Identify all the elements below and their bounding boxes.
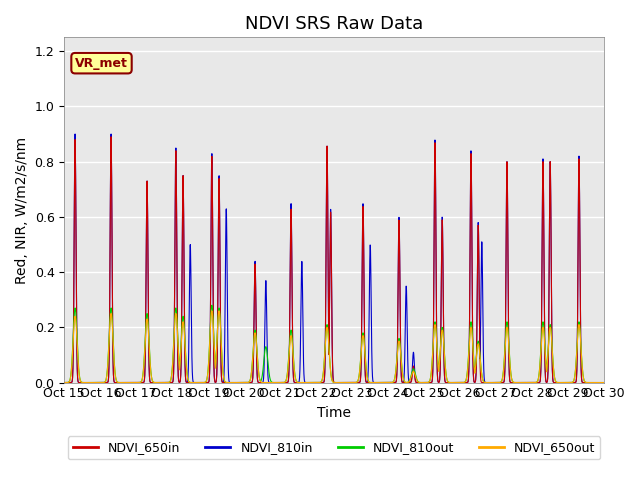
- Y-axis label: Red, NIR, W/m2/s/nm: Red, NIR, W/m2/s/nm: [15, 136, 29, 284]
- X-axis label: Time: Time: [317, 406, 351, 420]
- Text: VR_met: VR_met: [75, 57, 128, 70]
- Title: NDVI SRS Raw Data: NDVI SRS Raw Data: [245, 15, 423, 33]
- Legend: NDVI_650in, NDVI_810in, NDVI_810out, NDVI_650out: NDVI_650in, NDVI_810in, NDVI_810out, NDV…: [68, 436, 600, 459]
